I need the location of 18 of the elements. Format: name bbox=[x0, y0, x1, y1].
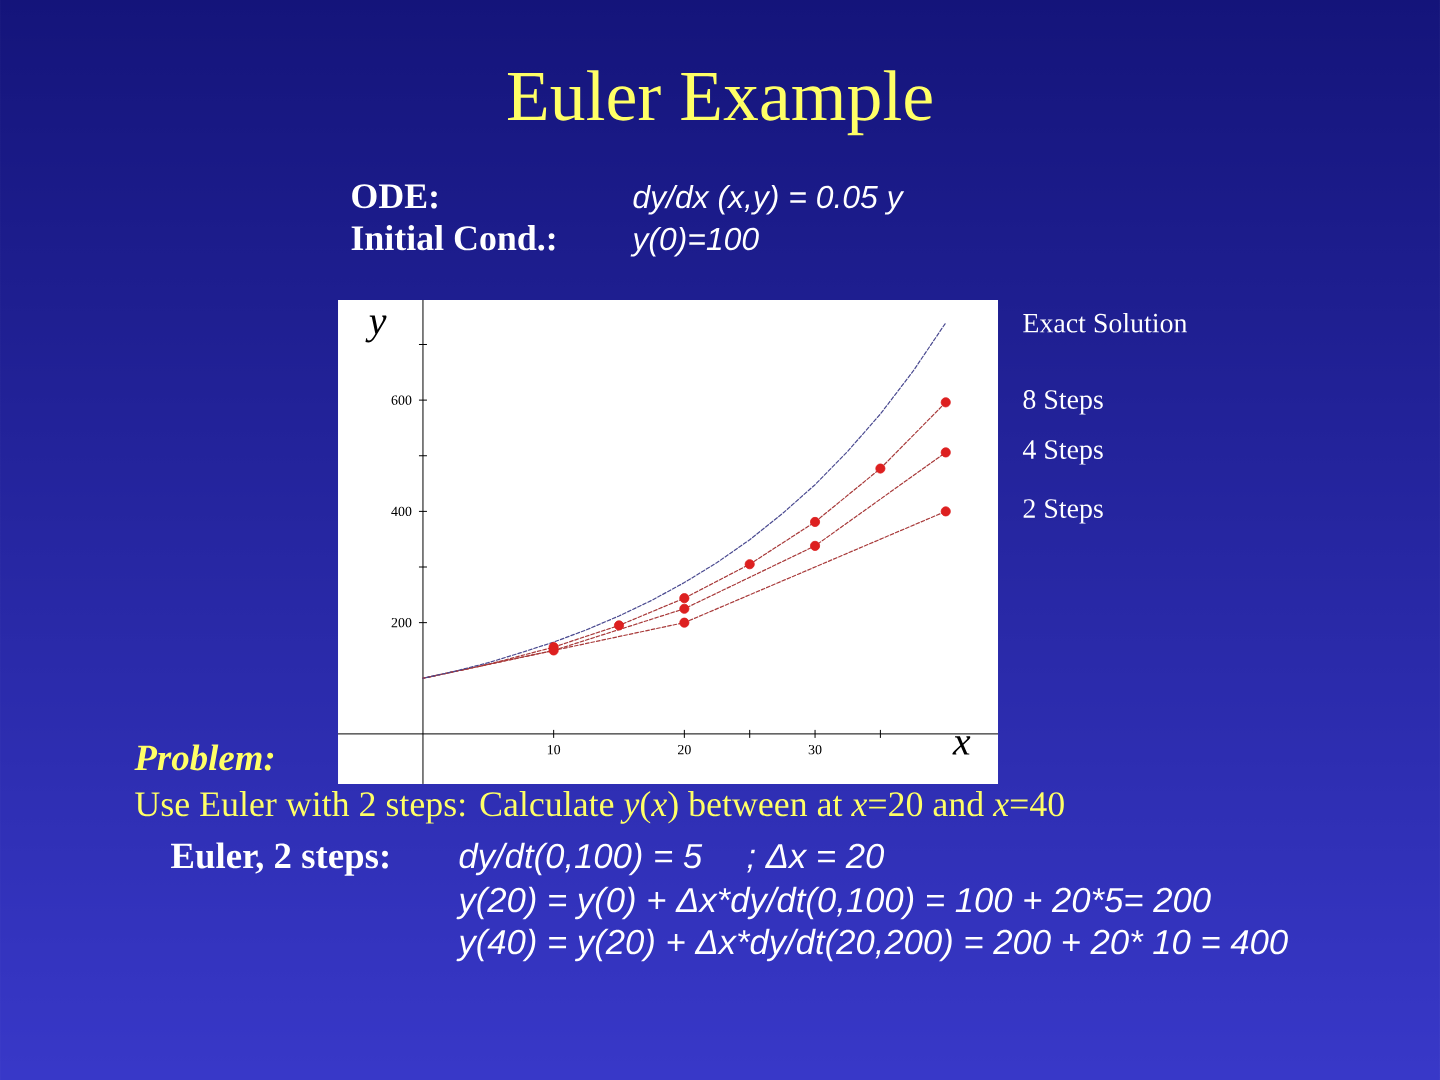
text: ; Δx = 20 bbox=[747, 843, 885, 873]
chart-title: Euler Example bbox=[507, 70, 932, 136]
text: Euler, 2 steps: bbox=[171, 842, 388, 876]
text: 4 Steps bbox=[1022, 440, 1103, 465]
y-axis-title: y bbox=[365, 315, 387, 343]
text: Exact Solution bbox=[1023, 312, 1188, 333]
text: 8 Steps bbox=[1023, 390, 1103, 415]
text: Problem: bbox=[134, 744, 274, 771]
text: 2 Steps bbox=[1023, 499, 1103, 524]
text: y(20) = y(0) + Δx*dy/dt(0,100) = 100 + 20*5= 200 bbox=[456, 886, 1211, 920]
text: Use Euler with 2 steps: Calculate y(x) between at x=20 and x=40 bbox=[135, 791, 1064, 824]
x-axis-title: x bbox=[952, 736, 971, 755]
text: dy/dt(0,100) = 5 bbox=[459, 842, 703, 876]
text: y(0)=100 bbox=[630, 226, 759, 257]
text: ODE: bbox=[352, 184, 437, 209]
text: dy/dx (x,y) = 0.05 y bbox=[633, 184, 905, 215]
text: Initial Cond.: bbox=[351, 225, 555, 251]
text: y(40) = y(20) + Δx*dy/dt(20,200) = 200 + 20* 10 = 400 bbox=[456, 928, 1288, 962]
